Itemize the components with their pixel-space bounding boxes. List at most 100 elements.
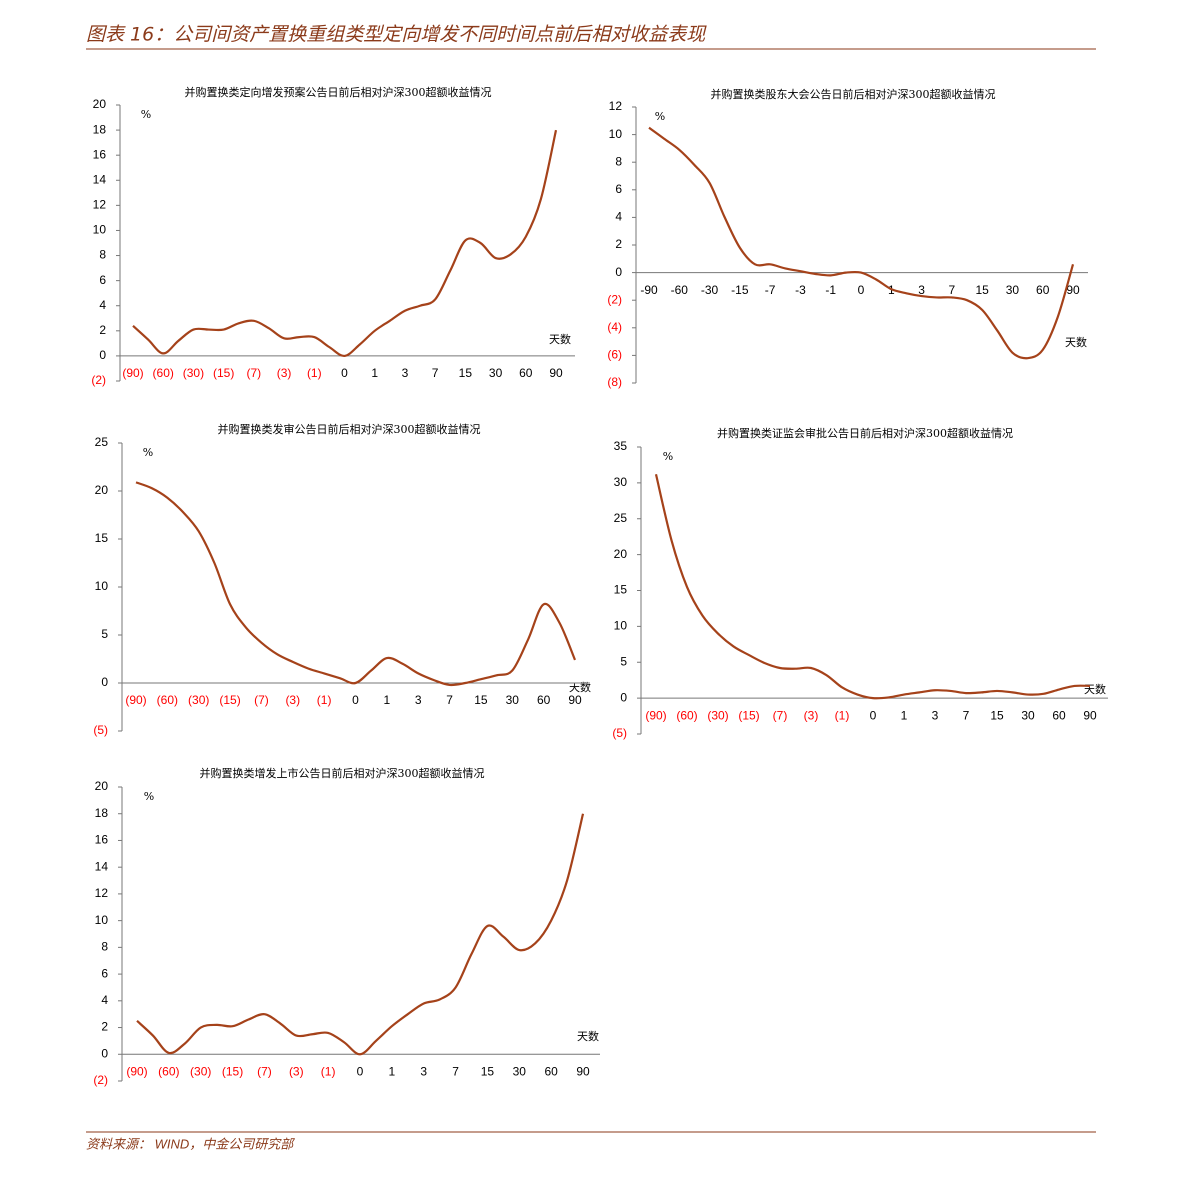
x-tick-label: 90 — [549, 366, 563, 380]
x-tick-label: -15 — [731, 283, 749, 297]
x-tick-label: 15 — [975, 283, 989, 297]
y-tick-label: 14 — [95, 859, 109, 873]
x-tick-label: 15 — [474, 693, 488, 707]
x-tick-label: 90 — [1083, 708, 1097, 722]
y-tick-label: 18 — [95, 806, 109, 820]
x-tick-label: 90 — [1066, 283, 1080, 297]
y-axis-unit: % — [143, 446, 153, 459]
x-tick-label: 15 — [459, 366, 473, 380]
y-tick-label: 30 — [614, 475, 628, 489]
x-tick-label: (90) — [125, 693, 146, 707]
x-tick-label: 60 — [519, 366, 533, 380]
y-tick-label: 20 — [614, 547, 628, 561]
x-tick-label: (30) — [190, 1064, 211, 1078]
x-tick-label: 1 — [389, 1064, 396, 1078]
x-axis-unit: 天数 — [577, 1030, 599, 1043]
y-axis-unit: % — [141, 108, 151, 121]
y-tick-label: (5) — [93, 723, 108, 737]
x-tick-label: (30) — [188, 693, 209, 707]
x-tick-label: 30 — [1006, 283, 1020, 297]
y-tick-label: 12 — [93, 198, 107, 212]
chart-panel: 并购置换类定向增发预案公告日前后相对沪深300超额收益情况% 天数 (2) 0 2 4 6 8… — [91, 85, 575, 387]
chart-title: 并购置换类发审公告日前后相对沪深300超额收益情况 — [218, 422, 481, 436]
y-tick-label: 0 — [101, 675, 108, 689]
y-tick-label: 25 — [95, 435, 109, 449]
x-tick-label: 0 — [352, 693, 359, 707]
y-axis-unit: % — [655, 110, 665, 123]
data-line — [136, 813, 585, 1056]
x-tick-label: 0 — [858, 283, 865, 297]
data-line — [132, 129, 558, 358]
x-tick-label: 3 — [932, 708, 939, 722]
y-tick-label: 0 — [99, 348, 106, 362]
x-tick-label: (3) — [277, 366, 292, 380]
x-tick-label: (7) — [254, 693, 269, 707]
y-tick-label: 0 — [620, 690, 627, 704]
x-tick-label: 30 — [513, 1064, 527, 1078]
x-tick-label: -30 — [701, 283, 719, 297]
x-axis-unit: 天数 — [1065, 336, 1087, 349]
x-tick-label: 1 — [371, 366, 378, 380]
y-tick-label: 20 — [95, 483, 109, 497]
x-tick-label: 0 — [357, 1064, 364, 1078]
chart-title: 并购置换类增发上市公告日前后相对沪深300超额收益情况 — [200, 766, 485, 780]
y-tick-label: 5 — [620, 654, 627, 668]
y-tick-label: 16 — [93, 147, 107, 161]
x-tick-label: 0 — [870, 708, 877, 722]
x-tick-label: 30 — [489, 366, 503, 380]
x-tick-label: (1) — [307, 366, 322, 380]
x-tick-label: (1) — [317, 693, 332, 707]
x-tick-label: 7 — [963, 708, 970, 722]
x-tick-label: 1 — [384, 693, 391, 707]
x-tick-label: -60 — [671, 283, 689, 297]
x-tick-label: (30) — [183, 366, 204, 380]
data-line — [648, 126, 1075, 360]
x-tick-label: (15) — [222, 1064, 243, 1078]
chart-panel: 并购置换类发审公告日前后相对沪深300超额收益情况%天数(5)051015202… — [93, 422, 591, 737]
data-line — [654, 474, 1091, 700]
x-tick-label: (15) — [738, 708, 759, 722]
y-tick-label: 4 — [99, 298, 106, 312]
x-tick-label: 0 — [341, 366, 348, 380]
data-line — [135, 481, 577, 687]
x-tick-label: 60 — [1052, 708, 1066, 722]
x-tick-label: 90 — [568, 693, 582, 707]
x-tick-label: (3) — [285, 693, 300, 707]
source-note: 资料来源： WIND，中金公司研究部 — [86, 1136, 295, 1151]
x-tick-label: 3 — [402, 366, 409, 380]
y-tick-label: 10 — [609, 127, 623, 141]
y-tick-label: 8 — [101, 940, 108, 954]
y-tick-label: (2) — [93, 1073, 108, 1087]
y-tick-label: 6 — [615, 182, 622, 196]
x-tick-label: 30 — [1021, 708, 1035, 722]
y-tick-label: 20 — [93, 97, 107, 111]
x-tick-label: 3 — [918, 283, 925, 297]
chart-panel: 并购置换类证监会审批公告日前后相对沪深300超额收益情况%天数(5)051015… — [612, 426, 1108, 740]
y-tick-label: 2 — [615, 237, 622, 251]
x-tick-label: (60) — [157, 693, 178, 707]
x-tick-label: (60) — [158, 1064, 179, 1078]
y-tick-label: 15 — [614, 583, 628, 597]
y-tick-label: (2) — [607, 292, 622, 306]
x-tick-label: 7 — [446, 693, 453, 707]
y-tick-label: 20 — [95, 779, 109, 793]
x-tick-label: 3 — [415, 693, 422, 707]
y-tick-label: 0 — [101, 1046, 108, 1060]
x-tick-label: 7 — [432, 366, 439, 380]
x-tick-label: 7 — [452, 1064, 459, 1078]
chart-title: 并购置换类证监会审批公告日前后相对沪深300超额收益情况 — [717, 426, 1013, 440]
y-tick-label: (2) — [91, 373, 106, 387]
y-tick-label: 25 — [614, 511, 628, 525]
y-tick-label: (8) — [607, 375, 622, 389]
y-tick-label: 12 — [609, 99, 623, 113]
y-tick-label: 16 — [95, 833, 109, 847]
x-tick-label: (7) — [247, 366, 262, 380]
y-tick-label: 5 — [101, 627, 108, 641]
x-tick-label: (3) — [289, 1064, 304, 1078]
chart-panel: 并购置换类增发上市公告日前后相对沪深300超额收益情况%天数(2)0246810… — [93, 766, 600, 1087]
y-tick-label: 6 — [99, 273, 106, 287]
x-tick-label: 3 — [420, 1064, 427, 1078]
x-tick-label: 7 — [949, 283, 956, 297]
x-tick-label: 60 — [544, 1064, 558, 1078]
y-tick-label: 35 — [614, 439, 628, 453]
